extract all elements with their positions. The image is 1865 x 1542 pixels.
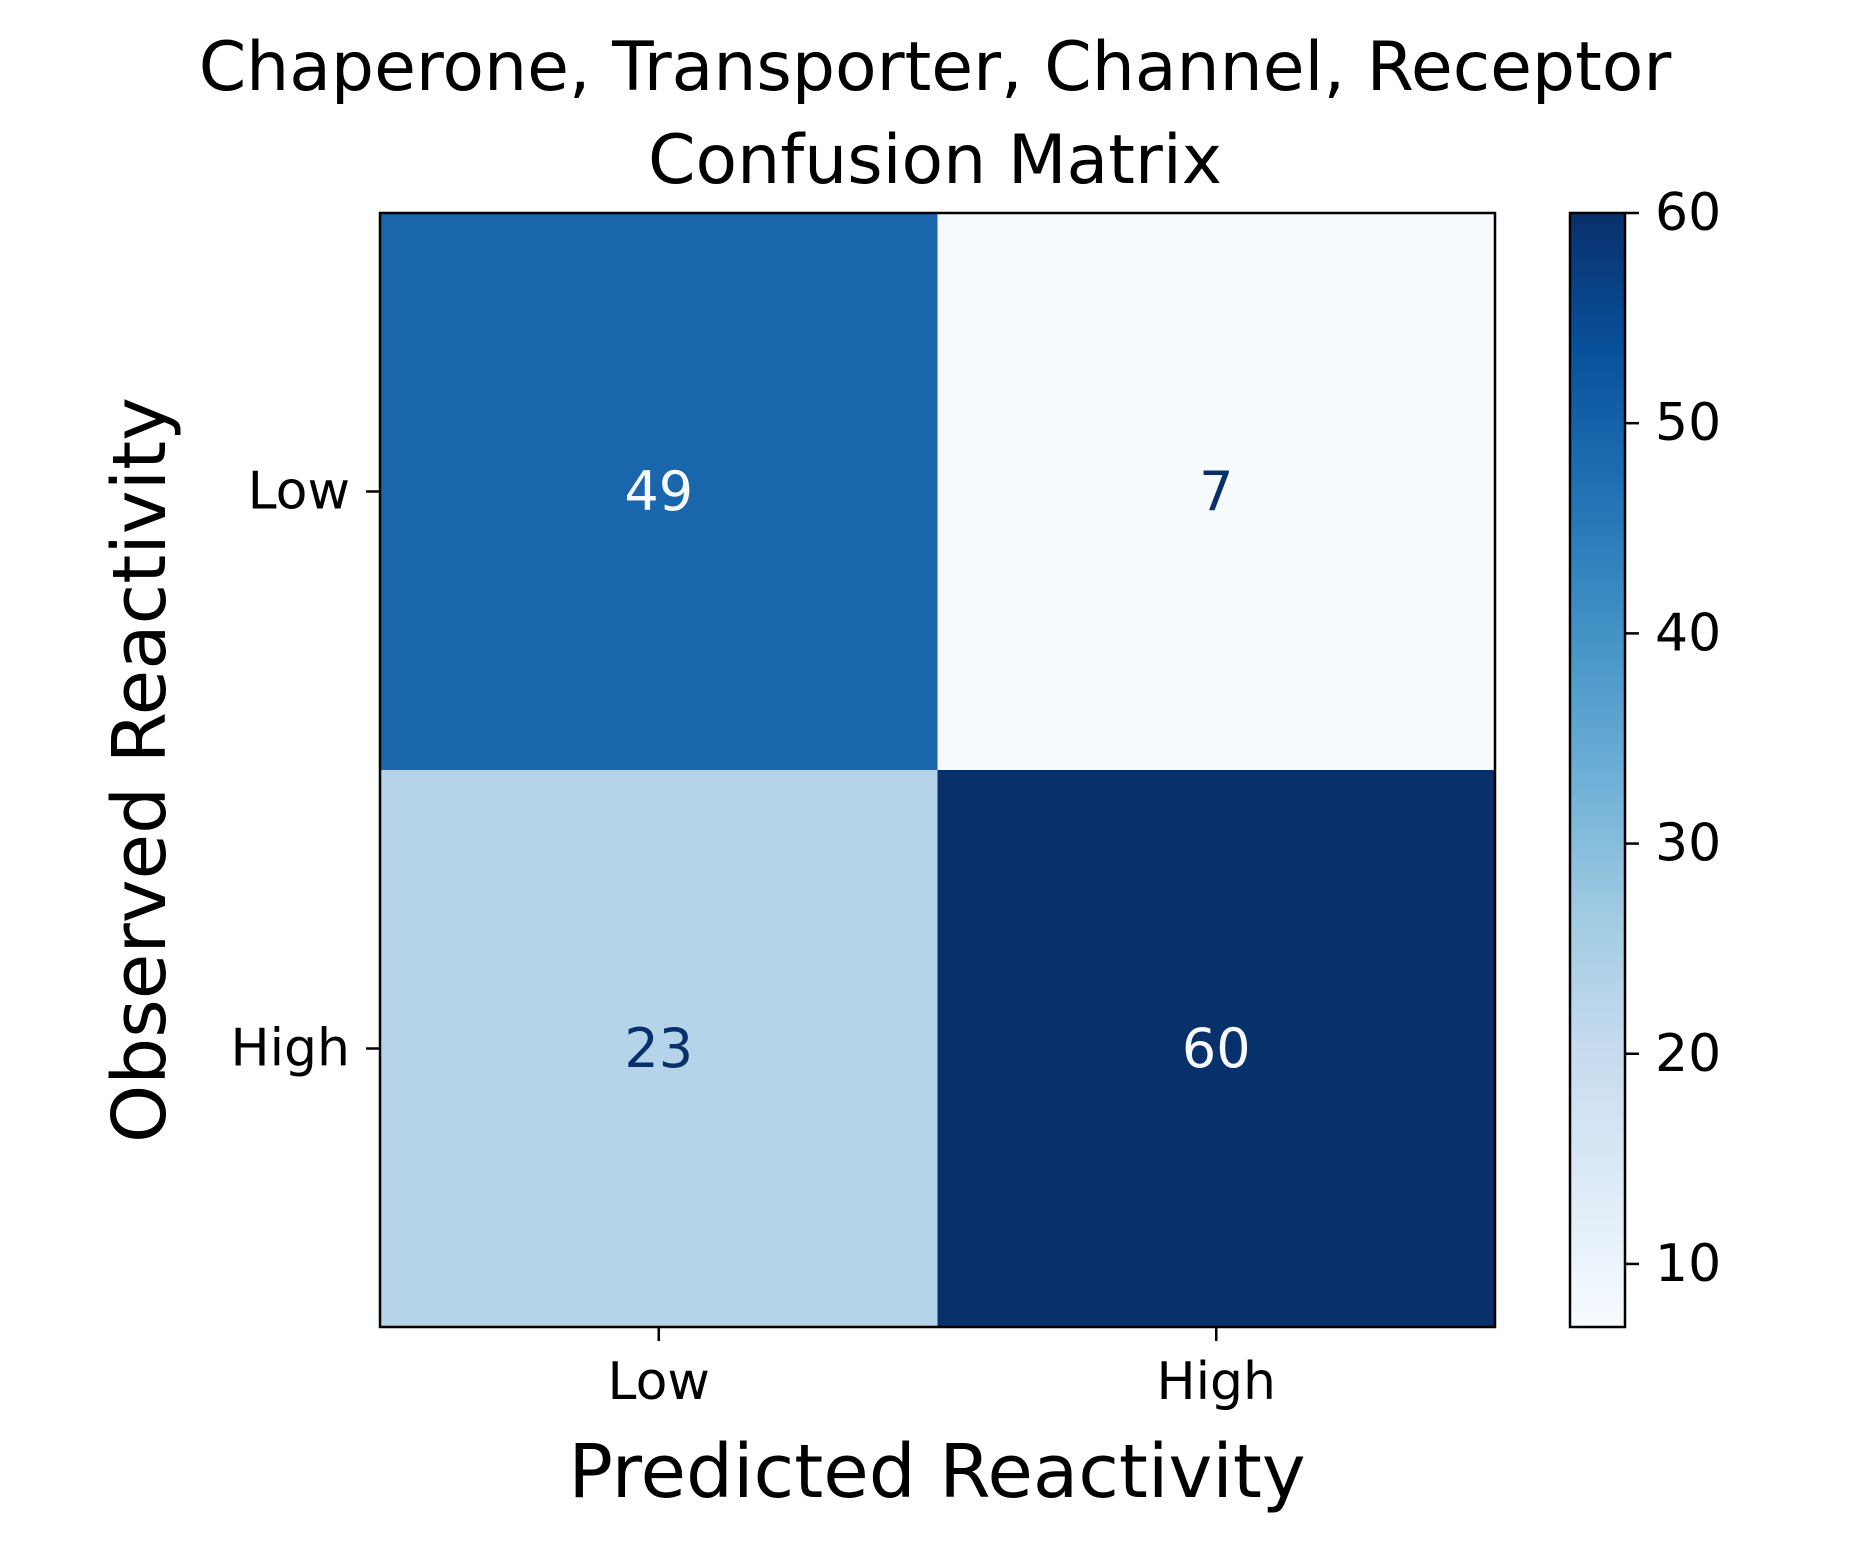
x-axis-label: Predicted Reactivity xyxy=(568,1429,1305,1515)
x-tick-label: High xyxy=(1156,1352,1276,1412)
colorbar-tick-label: 50 xyxy=(1655,393,1721,453)
chart-title-line-1: Chaperone, Transporter, Channel, Recepto… xyxy=(199,28,1672,107)
y-tick-label: High xyxy=(230,1019,350,1079)
cell-value-label: 23 xyxy=(624,1017,693,1080)
cell-value-label: 60 xyxy=(1182,1017,1251,1080)
heatmap-cell-labels: 49 7 23 60 xyxy=(624,460,1250,1080)
cell-value-label: 7 xyxy=(1199,460,1233,523)
colorbar-tick-label: 20 xyxy=(1655,1024,1721,1084)
y-tick-label: Low xyxy=(248,462,350,522)
y-axis-ticks: Low High xyxy=(230,462,380,1079)
cell-value-label: 49 xyxy=(624,460,693,523)
heatmap-cells xyxy=(380,213,1496,1328)
colorbar-tick-label: 40 xyxy=(1655,603,1721,663)
colorbar-tick-label: 10 xyxy=(1655,1234,1721,1294)
heatmap-cell-low-high xyxy=(937,213,1496,771)
heatmap-cell-high-high xyxy=(937,770,1496,1328)
colorbar xyxy=(1568,211,1627,1329)
colorbar-tick-label: 30 xyxy=(1655,814,1721,874)
y-axis-label: Observed Reactivity xyxy=(97,397,183,1143)
x-axis-ticks: Low High xyxy=(608,1327,1276,1412)
heatmap-cell-high-low xyxy=(380,770,938,1328)
colorbar-ticks: 10 20 30 40 50 60 xyxy=(1625,183,1721,1294)
chart-title-line-2: Confusion Matrix xyxy=(648,121,1222,200)
heatmap-cell-low-low xyxy=(380,213,938,771)
plot-frame xyxy=(378,211,1497,1329)
colorbar-tick-label: 60 xyxy=(1655,183,1721,243)
x-tick-label: Low xyxy=(608,1352,710,1412)
